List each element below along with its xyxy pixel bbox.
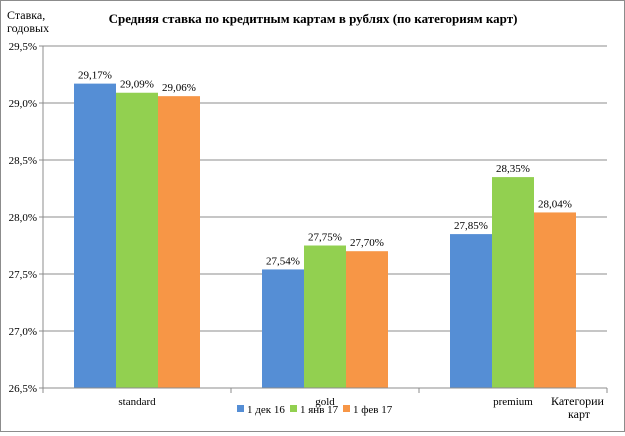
legend-swatch: [290, 405, 297, 412]
y-axis-title-line-1: Ставка,: [7, 8, 45, 22]
data-label: 27,75%: [308, 232, 342, 244]
data-label: 27,54%: [266, 255, 300, 267]
bar: [346, 251, 388, 388]
bar: [74, 83, 116, 389]
y-axis-title: Ставка, годовых: [7, 8, 49, 35]
legend-swatch: [237, 405, 244, 412]
x-axis-ticks: standard gold premium: [42, 388, 608, 408]
x-tick-label: standard: [118, 396, 156, 408]
axes: [42, 46, 607, 389]
y-tick-label: 27,5%: [9, 269, 37, 281]
y-tick-label: 29,0%: [9, 98, 37, 110]
data-label: 28,35%: [496, 163, 530, 175]
legend: 1 дек 16 1 янв 17 1 фев 17: [237, 404, 393, 416]
bar: [304, 245, 346, 388]
legend-label: 1 янв 17: [300, 404, 339, 416]
legend-label: 1 фев 17: [353, 404, 393, 416]
data-label: 29,09%: [120, 79, 154, 91]
data-label: 28,04%: [538, 198, 572, 210]
bar: [262, 269, 304, 388]
bar: [534, 212, 576, 388]
bars: [74, 83, 576, 389]
x-tick-label: gold: [315, 396, 335, 408]
y-tick-label: 29,5%: [9, 41, 37, 53]
x-tick-label: premium: [493, 396, 533, 408]
y-tick-label: 28,5%: [9, 155, 37, 167]
data-label: 27,70%: [350, 237, 384, 249]
data-labels: 29,17% 29,09% 29,06% 27,54% 27,75% 27,70% 27,8…: [78, 70, 572, 268]
legend-swatch: [343, 405, 350, 412]
x-axis-title-line-2: карт: [568, 407, 591, 421]
y-tick-label: 28,0%: [9, 212, 37, 224]
legend-label: 1 дек 16: [247, 404, 285, 416]
bar: [116, 92, 158, 389]
bar: [158, 96, 200, 388]
x-axis-title-line-1: Категории: [551, 394, 604, 408]
y-axis-title-line-2: годовых: [7, 21, 49, 35]
bar: [450, 234, 492, 388]
x-axis-title: Категории карт: [551, 394, 607, 421]
data-label: 29,17%: [78, 70, 112, 82]
y-tick-label: 26,5%: [9, 383, 37, 395]
y-tick-label: 27,0%: [9, 326, 37, 338]
chart-title: Средняя ставка по кредитным картам в руб…: [109, 11, 518, 26]
data-label: 29,06%: [162, 82, 196, 94]
data-label: 27,85%: [454, 220, 488, 232]
bar: [492, 177, 534, 388]
y-axis-ticks: 26,5% 27,0% 27,5% 28,0% 28,5% 29,0% 29,5%: [9, 41, 43, 395]
